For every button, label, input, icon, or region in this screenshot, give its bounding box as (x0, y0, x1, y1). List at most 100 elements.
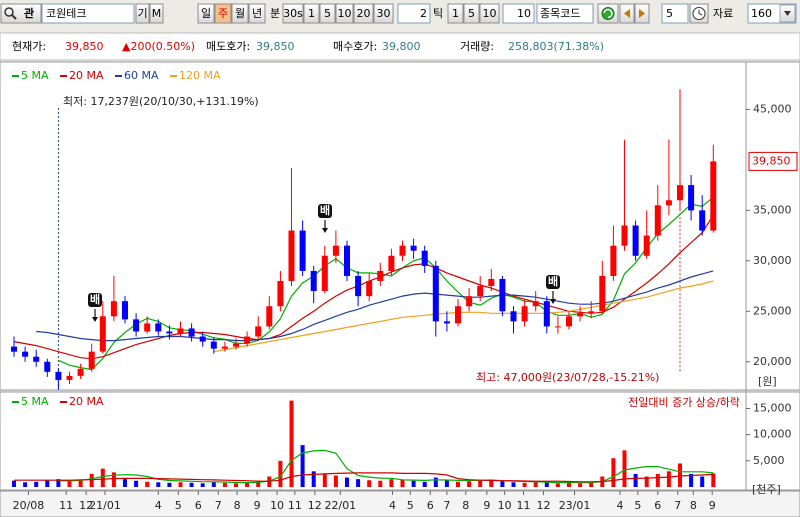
y-tick-label: 20,000 (753, 355, 792, 368)
x-tick-label: 10 (270, 499, 284, 512)
search-btn[interactable] (0, 3, 42, 24)
interval-button-bg[interactable] (303, 3, 320, 24)
signal-arrowhead (550, 299, 556, 304)
interval-button[interactable]: 1 (308, 7, 315, 20)
interval-button-bg[interactable] (353, 3, 374, 24)
candle-body (110, 301, 117, 317)
volume-bar (456, 481, 460, 487)
interval-button-bg[interactable] (319, 3, 336, 24)
interval-button[interactable]: 5 (324, 7, 331, 20)
last-price-box (748, 151, 798, 171)
candle-body (688, 185, 695, 211)
search-input[interactable]: 코원테크 (46, 7, 86, 20)
x-tick-label: 5 (175, 499, 182, 512)
period-tab[interactable]: 년 (252, 7, 262, 20)
period-tab[interactable]: 월 (235, 7, 245, 20)
period-tab-bg[interactable] (214, 3, 232, 24)
volume-label: 거래량: (460, 40, 494, 53)
volume-bar (222, 482, 227, 487)
interval-button[interactable]: 20 (357, 7, 371, 20)
ask-label: 매도호가: (206, 40, 250, 53)
side-button-bg[interactable] (135, 3, 150, 24)
x-tick-label: 7 (674, 499, 681, 512)
tick-value-input[interactable]: 10 (517, 7, 531, 20)
interval-button[interactable]: 10 (338, 7, 352, 20)
period-tab-bg[interactable] (231, 3, 249, 24)
candle-body (144, 323, 151, 332)
side-button-bg[interactable] (149, 3, 164, 24)
period-tab-bg[interactable] (248, 3, 266, 24)
tick-button-bg[interactable] (479, 3, 500, 24)
tick-count-input[interactable]: 2 (420, 7, 427, 20)
undefined (13, 215, 714, 360)
count-input[interactable]: 5 (666, 7, 673, 20)
candle-body (455, 306, 461, 324)
volume-bar (322, 473, 327, 487)
signal-marker: 배 (320, 203, 330, 217)
tick-count-input-box[interactable] (397, 3, 431, 24)
period-tab[interactable]: 일 (201, 6, 211, 20)
interval-button[interactable]: 30s (283, 7, 303, 20)
price-label: 현재가: (12, 40, 46, 53)
candle-body (77, 368, 84, 376)
volume-bar (367, 480, 372, 487)
tick-value-input-box[interactable] (502, 3, 535, 24)
x-tick-label: 8 (462, 499, 469, 512)
tick-button-bg[interactable] (447, 3, 464, 24)
refresh-arrow (603, 8, 613, 19)
volume-bar (156, 482, 161, 487)
candle-body (554, 326, 561, 328)
signal-arrowhead (92, 317, 98, 322)
code-box[interactable] (536, 3, 594, 24)
signal-marker-bg (88, 293, 102, 307)
volume-bar (278, 460, 283, 487)
interval-button-bg[interactable] (335, 3, 354, 24)
period-tab[interactable]: 주 (218, 7, 228, 20)
signal-marker-bg (546, 275, 560, 289)
code-label[interactable]: 종목코드 (540, 7, 580, 20)
volume-bar (245, 482, 250, 487)
candle-body (344, 245, 350, 276)
period-tab-bg[interactable] (197, 3, 215, 24)
interval-button-bg[interactable] (282, 3, 304, 24)
magnifier (4, 7, 14, 17)
bid: 39,800 (382, 40, 421, 53)
candle-body (55, 371, 62, 380)
candle-body (532, 301, 539, 307)
signal-marker-bg (318, 204, 332, 218)
volume-bar (356, 479, 361, 487)
search-input-box[interactable] (41, 3, 135, 24)
volume-bar (444, 480, 449, 487)
minute-label: 분 (270, 7, 280, 20)
interval-button-bg[interactable] (373, 3, 394, 24)
candle-body (199, 336, 206, 342)
candle-body (488, 278, 495, 287)
x-tick-label: 5 (407, 499, 414, 512)
last-price-label: 39,850 (752, 154, 791, 167)
undefined (58, 449, 714, 484)
candle-body (299, 230, 306, 271)
candle-body (677, 185, 683, 201)
candle-body (122, 301, 128, 320)
interval-button[interactable]: 30 (377, 7, 391, 20)
volume-bar (522, 482, 527, 487)
volume-bar (689, 473, 694, 487)
count-input-box[interactable] (661, 3, 689, 24)
candle-body (355, 275, 362, 297)
side-button[interactable]: 기 (137, 7, 147, 20)
tick-button[interactable]: 5 (468, 7, 475, 20)
volume-bar (567, 482, 571, 487)
tick-button-bg[interactable] (463, 3, 480, 24)
side-button[interactable]: M (152, 7, 162, 20)
data-count[interactable]: 160 (751, 7, 772, 20)
tick-button[interactable]: 10 (483, 7, 497, 20)
undefined (14, 472, 714, 483)
volume-bar (500, 481, 505, 487)
volume-bar (145, 481, 150, 487)
volume-bar (211, 482, 216, 487)
x-tick-label: 4 (389, 499, 396, 512)
x-tick-label: 8 (690, 499, 697, 512)
candle-body (99, 316, 106, 352)
x-tick-label: 10 (498, 499, 512, 512)
tick-button[interactable]: 1 (452, 7, 459, 20)
